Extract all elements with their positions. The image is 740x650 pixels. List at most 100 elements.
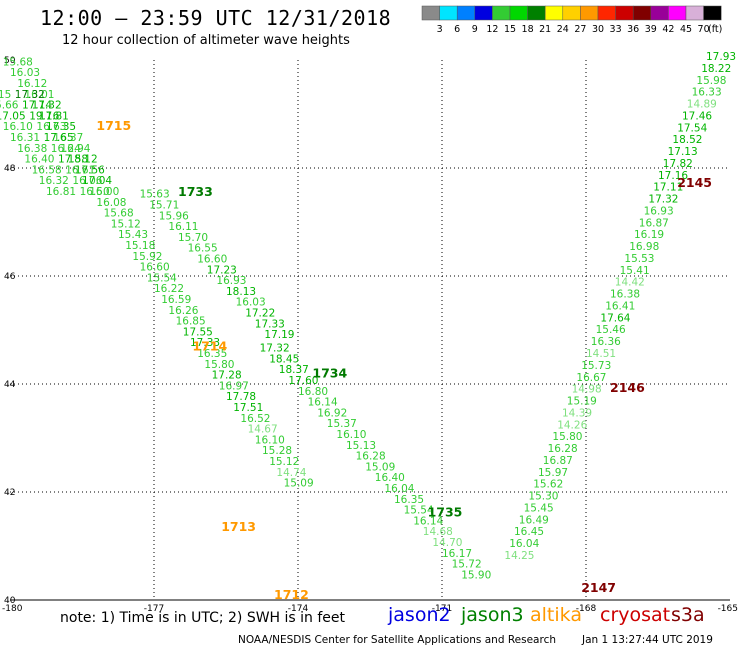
swh-value: 15.43 bbox=[118, 229, 148, 241]
swh-value: 16.15 bbox=[0, 89, 11, 101]
swh-value: 16.24 bbox=[51, 143, 81, 155]
lon-tick-label: -168 bbox=[576, 604, 597, 614]
pass-time-label: 1733 bbox=[178, 184, 213, 199]
legend-swatch bbox=[668, 5, 687, 21]
lat-tick-label: 44 bbox=[4, 380, 16, 390]
swh-value: 16.06 bbox=[72, 175, 102, 187]
pass-time-labels: 1712 1713 1714 1715 1733 1734 1735 2145 2146 2147 bbox=[96, 118, 712, 602]
swh-value: 17.64 bbox=[600, 312, 630, 324]
swh-value: 16.93 bbox=[216, 275, 246, 287]
swh-value: 16.14 bbox=[413, 515, 443, 527]
swh-value: 16.33 bbox=[692, 87, 722, 99]
swh-value: 15.80 bbox=[204, 359, 234, 371]
swh-value: 15.62 bbox=[533, 479, 563, 491]
swh-value: 17.46 bbox=[682, 110, 712, 122]
swh-value: 17.60 bbox=[288, 375, 318, 387]
swh-value: 16.49 bbox=[519, 514, 549, 526]
legend-swatch bbox=[632, 5, 652, 21]
swh-value: 16.85 bbox=[176, 316, 206, 328]
legend-swatch bbox=[421, 5, 440, 21]
legend-label: 12 bbox=[486, 24, 498, 35]
swh-value: 16.17 bbox=[442, 548, 472, 560]
track-values: 15.6816.0316.1216.0117.3217.8117.3516.37… bbox=[0, 51, 736, 581]
swh-value: 16.45 bbox=[514, 526, 544, 538]
legend-label: 45 bbox=[680, 24, 692, 35]
legend-label: 9 bbox=[472, 24, 478, 35]
swh-value: 16.38 bbox=[17, 143, 47, 155]
swh-value: 16.81 bbox=[46, 186, 76, 198]
legend-swatch bbox=[597, 5, 616, 21]
swh-value: 16.28 bbox=[356, 451, 386, 463]
swh-value: 15.71 bbox=[149, 200, 179, 212]
swh-value: 17.32 bbox=[32, 100, 62, 112]
swh-value: 17.11 bbox=[653, 182, 683, 194]
swh-value: 16.60 bbox=[140, 262, 170, 274]
swh-value: 16.63 bbox=[36, 121, 66, 133]
swh-value: 16.32 bbox=[39, 175, 69, 187]
lon-tick-label: -174 bbox=[288, 604, 309, 614]
lon-tick-label: -177 bbox=[144, 604, 164, 614]
swh-value: 17.82 bbox=[663, 158, 693, 170]
swh-value: 17.14 bbox=[22, 100, 52, 112]
swh-value: 16.10 bbox=[3, 121, 33, 133]
lat-tick-label: 48 bbox=[4, 164, 16, 174]
swh-value: 15.70 bbox=[178, 232, 208, 244]
legend-label: 6 bbox=[454, 24, 460, 35]
swh-value: 15.18 bbox=[125, 240, 155, 252]
swh-value: 15.68 bbox=[3, 56, 33, 68]
pass-time-label: 2147 bbox=[581, 580, 616, 595]
legend-swatch bbox=[492, 5, 511, 21]
legend-label: 39 bbox=[645, 24, 657, 35]
swh-value: 15.96 bbox=[159, 210, 189, 222]
swh-value: 16.00 bbox=[89, 186, 119, 198]
pass-time-label: 1734 bbox=[312, 366, 347, 381]
swh-value: 15.19 bbox=[567, 396, 597, 408]
swh-value: 16.61 bbox=[65, 164, 95, 176]
swh-value: 16.87 bbox=[639, 217, 669, 229]
swh-value: 15.63 bbox=[140, 189, 170, 201]
swh-value: 16.22 bbox=[154, 283, 184, 295]
swh-value: 15.45 bbox=[524, 502, 554, 514]
map-subtitle: 12 hour collection of altimeter wave hei… bbox=[62, 33, 350, 48]
legend-label: 3 bbox=[437, 24, 443, 35]
swh-value: 16.10 bbox=[255, 434, 285, 446]
swh-value: 15.90 bbox=[461, 569, 491, 581]
lat-tick-label: 40 bbox=[4, 596, 16, 606]
lat-tick-label: 46 bbox=[4, 272, 16, 282]
swh-value: 16.59 bbox=[161, 294, 191, 306]
swh-value: 16.36 bbox=[591, 336, 621, 348]
swh-value: 16.19 bbox=[634, 229, 664, 241]
swh-value: 15.54 bbox=[404, 505, 434, 517]
swh-value: 17.23 bbox=[207, 264, 237, 276]
legend-unit: (ft) bbox=[708, 24, 722, 35]
swh-value: 15.09 bbox=[284, 478, 314, 490]
swh-value: 15.30 bbox=[528, 491, 558, 503]
swh-value: 15.97 bbox=[538, 467, 568, 479]
swh-value: 17.13 bbox=[668, 146, 698, 158]
swh-value: 15.46 bbox=[596, 324, 626, 336]
swh-value: 18.12 bbox=[68, 154, 98, 166]
legend-label: 42 bbox=[662, 24, 674, 35]
swh-value: 15.73 bbox=[581, 360, 611, 372]
satellite-cryosat: cryosat bbox=[600, 604, 671, 626]
color-legend: 3 6 9 12 15 18 21 24 27 30 33 36 39 42 45 70(ft) bbox=[421, 5, 722, 35]
swh-value: 15.66 bbox=[0, 100, 19, 112]
swh-value: 16.12 bbox=[17, 78, 47, 90]
swh-value: 17.32 bbox=[260, 343, 290, 355]
pass-time-label: 1735 bbox=[428, 504, 463, 519]
swh-value: 17.55 bbox=[183, 326, 213, 338]
legend-label: 33 bbox=[610, 24, 622, 35]
swh-value: 15.28 bbox=[262, 445, 292, 457]
swh-value: 16.50 bbox=[80, 186, 110, 198]
swh-value: 16.98 bbox=[629, 241, 659, 253]
swh-value: 14.51 bbox=[586, 348, 616, 360]
swh-value: 17.35 bbox=[46, 121, 76, 133]
swh-value: 17.33 bbox=[190, 337, 220, 349]
swh-value: 17.32 bbox=[15, 89, 45, 101]
lon-tick-label: -180 bbox=[2, 604, 23, 614]
swh-value: 15.80 bbox=[552, 431, 582, 443]
footer-generated-time: Jan 1 13:27:44 UTC 2019 bbox=[582, 634, 713, 646]
swh-value: 14.68 bbox=[423, 526, 453, 538]
swh-value: 17.04 bbox=[82, 175, 112, 187]
swh-value: 16.52 bbox=[240, 413, 270, 425]
